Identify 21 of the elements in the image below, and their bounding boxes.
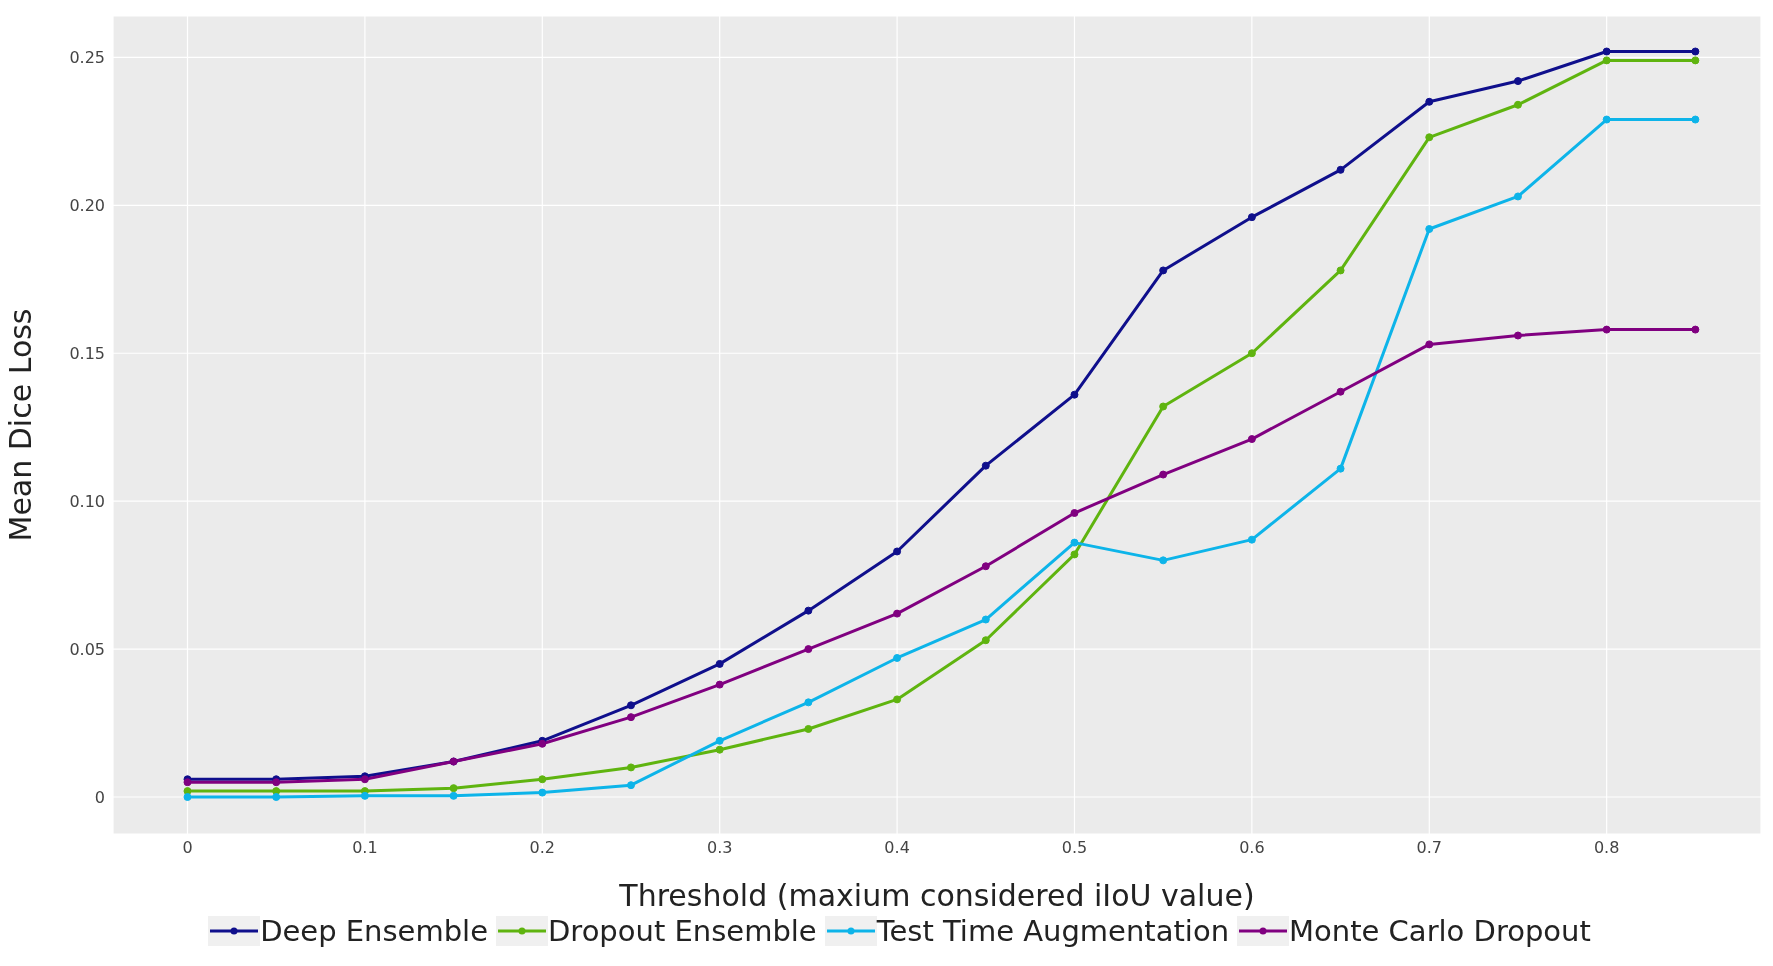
x-tick-label: 0.6 <box>1239 838 1265 858</box>
y-tick-label: 0.25 <box>69 48 105 68</box>
x-tick-label: 0.1 <box>352 838 378 858</box>
legend-label: Monte Carlo Dropout <box>1289 914 1591 948</box>
x-tick-label: 0.2 <box>529 838 556 858</box>
y-tick-label: 0.05 <box>69 639 105 659</box>
y-axis-title: Mean Dice Loss <box>2 308 38 542</box>
x-tick-label: 0 <box>182 838 193 858</box>
x-tick-label: 0.5 <box>1061 838 1088 858</box>
y-tick-label: 0 <box>94 787 105 807</box>
y-tick-label: 0.15 <box>69 343 105 363</box>
x-tick-label: 0.8 <box>1593 838 1620 858</box>
x-tick-label: 0.3 <box>706 838 733 858</box>
legend-label: Test Time Augmentation <box>876 914 1230 948</box>
legend-label: Dropout Ensemble <box>548 914 817 948</box>
x-tick-label: 0.7 <box>1416 838 1442 858</box>
x-axis-title: Threshold (maxium considered iIoU value) <box>618 878 1255 913</box>
y-tick-label: 0.10 <box>69 491 105 511</box>
y-tick-label: 0.20 <box>69 196 105 216</box>
x-tick-label: 0.4 <box>884 838 910 858</box>
legend-label: Deep Ensemble <box>260 914 489 948</box>
